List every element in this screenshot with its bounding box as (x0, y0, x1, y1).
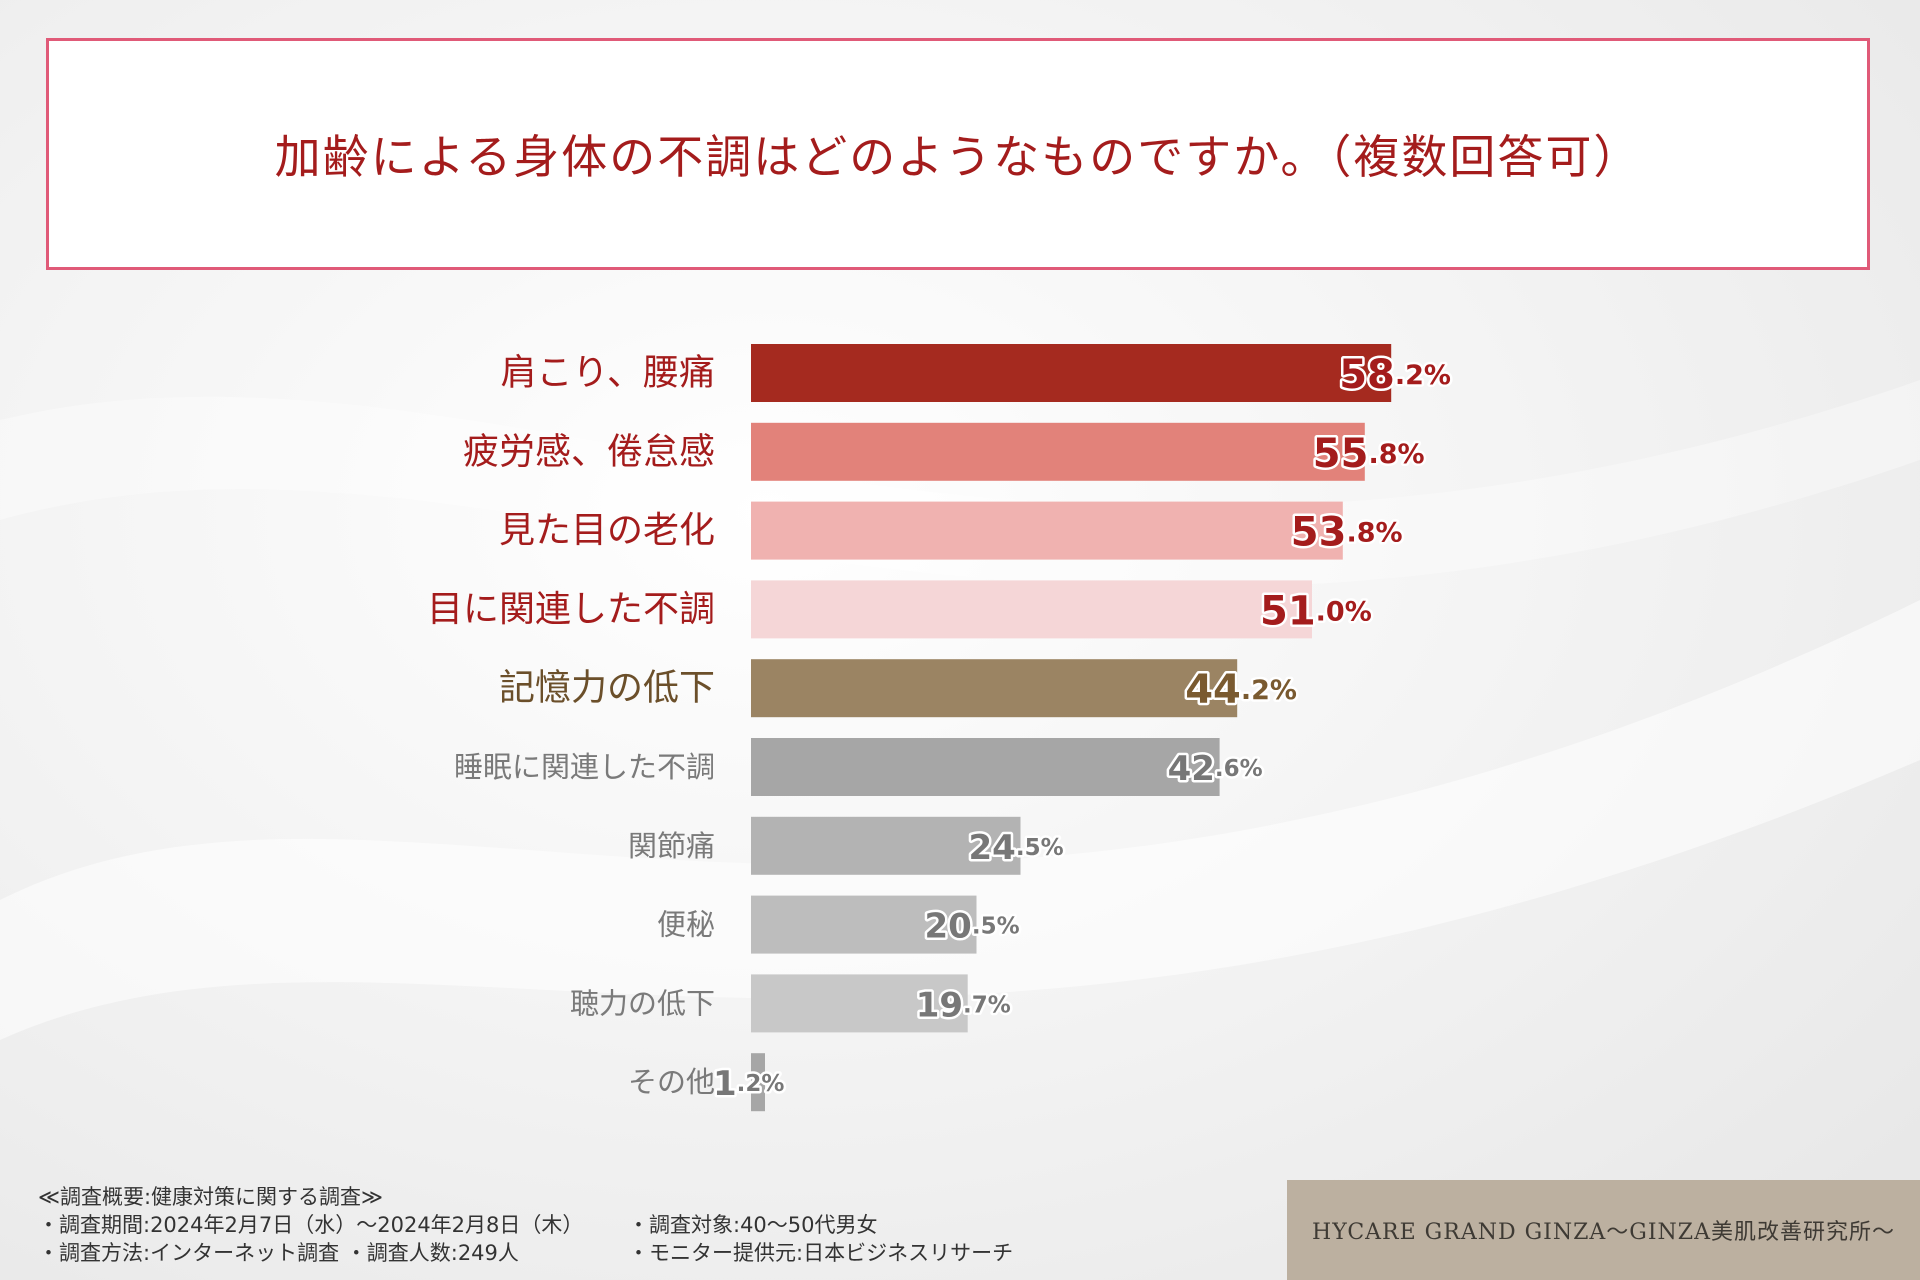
title-box: 加齢による身体の不調はどのようなものですか。（複数回答可） (46, 38, 1870, 270)
bar (751, 659, 1238, 718)
bar (751, 422, 1365, 481)
survey-period: ・調査期間:2024年2月7日（水）〜2024年2月8日（木） (38, 1213, 584, 1237)
category-label: 睡眠に関連した不調 (454, 750, 715, 784)
category-label: 目に関連した不調 (427, 589, 715, 630)
bar (751, 1053, 765, 1112)
value-label: 1.2% (713, 1064, 784, 1104)
value-label: 53.8% (1291, 510, 1403, 556)
bar (751, 974, 968, 1033)
value-label: 42.6% (1168, 749, 1263, 789)
value-label: 20.5% (925, 907, 1020, 947)
value-label: 44.2% (1185, 667, 1297, 713)
survey-provider: ・モニター提供元:日本ビジネスリサーチ (628, 1241, 1014, 1265)
brand-banner: HYCARE GRAND GINZA〜GINZA美肌改善研究所〜 (1287, 1180, 1920, 1280)
category-label: 疲労感、倦怠感 (463, 431, 715, 472)
category-label: 関節痛 (628, 829, 715, 863)
bar (751, 501, 1343, 560)
category-label: その他 (628, 1065, 715, 1099)
value-label: 51.0% (1260, 588, 1372, 634)
value-label: 19.7% (916, 985, 1011, 1025)
bar-chart: 肩こり、腰痛 58.2% 疲労感、倦怠感 55.8% 見た目の老化 53.8% 目に関連した… (426, 344, 1451, 1112)
bar (751, 344, 1392, 402)
category-label: 見た目の老化 (499, 510, 715, 551)
survey-heading: ≪調査概要:健康対策に関する調査≫ (38, 1185, 384, 1209)
bar (751, 738, 1220, 796)
bar (751, 580, 1312, 639)
bar (751, 816, 1021, 875)
value-label: 24.5% (969, 828, 1064, 868)
brand-name: HYCARE GRAND GINZA〜GINZA美肌改善研究所〜 (1312, 1220, 1895, 1245)
bar (751, 895, 977, 954)
category-label: 便秘 (657, 908, 715, 942)
chart-title: 加齢による身体の不調はどのようなものですか。（複数回答可） (274, 130, 1642, 184)
survey-target: ・調査対象:40〜50代男女 (628, 1213, 878, 1237)
category-label: 肩こり、腰痛 (500, 353, 715, 394)
category-label: 記憶力の低下 (499, 668, 715, 709)
value-label: 55.8% (1313, 431, 1425, 477)
survey-method: ・調査方法:インターネット調査 ・調査人数:249人 (38, 1241, 519, 1265)
value-label: 58.2% (1339, 352, 1451, 398)
category-label: 聴力の低下 (570, 986, 715, 1020)
